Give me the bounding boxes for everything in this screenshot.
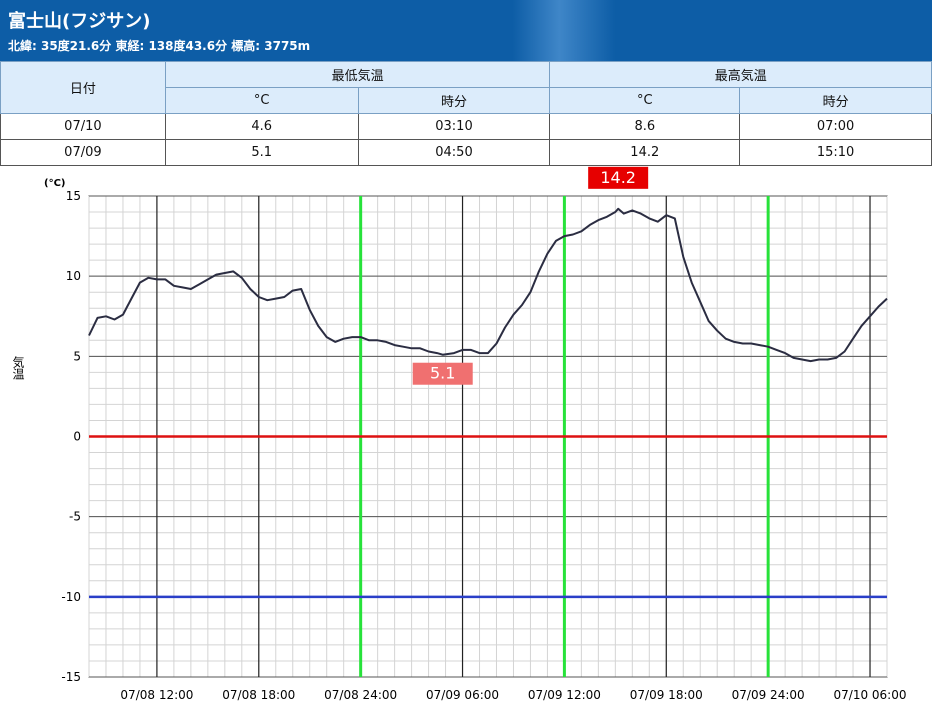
y-tick-label: 5 — [73, 349, 81, 363]
y-tick-label: -5 — [69, 510, 81, 524]
min-temp-header: 最低気温 — [164, 61, 551, 88]
x-tick-label: 07/09 06:00 — [426, 688, 499, 702]
y-tick-label: -15 — [61, 670, 81, 684]
row-date: 07/10 — [0, 113, 166, 140]
table-row: 07/10 4.6 03:10 8.6 07:00 — [0, 113, 932, 140]
station-header: 富士山(フジサン) 北緯: 35度21.6分 東経: 138度43.6分 標高:… — [0, 0, 932, 61]
y-tick-label: 0 — [73, 430, 81, 444]
row-date: 07/09 — [0, 139, 166, 166]
annotation-label: 5.1 — [430, 364, 455, 383]
reference-lines — [89, 435, 887, 599]
x-tick-label: 07/09 12:00 — [528, 688, 601, 702]
y-unit-label: (°C) — [44, 178, 65, 189]
row-min-temp: 4.6 — [164, 113, 359, 140]
table-row: 07/09 5.1 04:50 14.2 15:10 — [0, 139, 932, 166]
date-header: 日付 — [0, 61, 166, 114]
row-max-time: 07:00 — [739, 113, 932, 140]
min-time-header: 時分 — [357, 87, 551, 114]
y-axis-label: 気温 — [11, 355, 25, 380]
row-max-temp: 14.2 — [549, 139, 741, 166]
max-time-header: 時分 — [739, 87, 932, 114]
station-coordinates: 北緯: 35度21.6分 東経: 138度43.6分 標高: 3775m — [8, 39, 311, 53]
row-min-time: 03:10 — [357, 113, 551, 140]
row-min-temp: 5.1 — [164, 139, 359, 166]
series-layer — [88, 207, 888, 363]
annotation-label: 14.2 — [600, 168, 636, 187]
x-tick-label: 07/09 24:00 — [732, 688, 805, 702]
x-tick-label: 07/08 24:00 — [324, 688, 397, 702]
x-tick-label: 07/08 18:00 — [222, 688, 295, 702]
y-tick-label: -10 — [61, 590, 81, 604]
min-celsius-header: °C — [164, 87, 359, 114]
station-title: 富士山(フジサン) — [8, 11, 151, 32]
y-tick-label: 15 — [66, 189, 81, 203]
max-temp-header: 最高気温 — [549, 61, 932, 88]
temperature-summary-table: 日付 最低気温 最高気温 °C 時分 °C 時分 07/10 4.6 03:10… — [0, 61, 932, 166]
annotation-label-box — [412, 362, 473, 385]
row-max-time: 15:10 — [739, 139, 932, 166]
x-tick-label: 07/09 18:00 — [630, 688, 703, 702]
y-tick-labels: 15 10 5 0 -5 -10 -15 — [61, 189, 81, 684]
row-min-time: 04:50 — [357, 139, 551, 166]
y-tick-label: 10 — [66, 269, 81, 283]
x-tick-labels: 07/08 12:00 07/08 18:00 07/08 24:00 07/09 0… — [120, 688, 906, 702]
row-max-temp: 8.6 — [549, 113, 741, 140]
x-tick-label: 07/10 06:00 — [834, 688, 907, 702]
annotations-layer: 14.2 5.1 — [412, 166, 649, 385]
max-celsius-header: °C — [549, 87, 741, 114]
annotation-label-box — [588, 166, 649, 189]
temperature-series-line — [88, 207, 888, 363]
x-tick-label: 07/08 12:00 — [120, 688, 193, 702]
